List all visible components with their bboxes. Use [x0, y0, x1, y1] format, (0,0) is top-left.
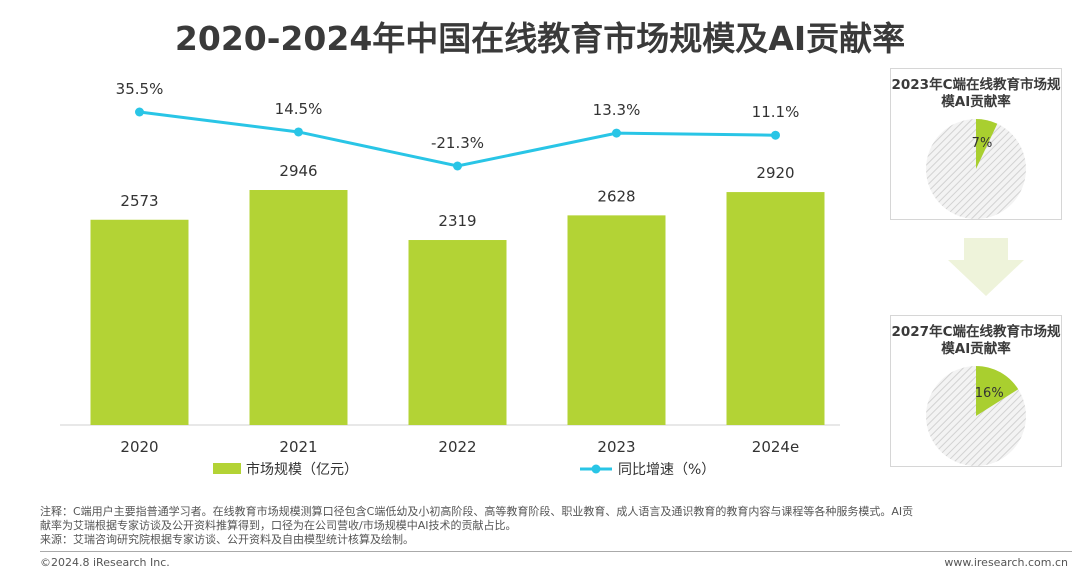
- bar-2024e: [726, 192, 825, 425]
- pie-label-2027: 16%: [975, 386, 1004, 401]
- bar-2022: [408, 240, 507, 425]
- growth-point-2023: [612, 128, 621, 138]
- footer-divider: [40, 551, 1072, 552]
- legend-line-label: 同比增速（%）: [618, 462, 715, 478]
- source-line: 来源：艾瑞咨询研究院根据专家访谈、公开资料及自由模型统计核算及绘制。: [40, 533, 414, 546]
- bar-2020: [90, 219, 189, 425]
- pie-chart-2023: 7%: [926, 119, 1026, 219]
- legend-bar-label: 市场规模（亿元）: [246, 461, 358, 478]
- growth-label-2021: 14.5%: [275, 100, 323, 118]
- pie-panel-2023: 2023年C端在线教育市场规模AI贡献率 7%: [890, 68, 1062, 220]
- growth-point-2021: [294, 127, 303, 137]
- x-tick-label-2021: 2021: [279, 438, 317, 456]
- labels-layer: 2573 2020 2946 2021 2319 2022 2628 2023 2920 2024…: [116, 80, 800, 456]
- pie-chart-2027: 16%: [926, 366, 1026, 466]
- growth-label-2022: -21.3%: [431, 134, 484, 152]
- bar-2023: [567, 215, 666, 425]
- x-tick-label-2024e: 2024e: [752, 438, 799, 456]
- down-arrow-icon: [948, 238, 1024, 296]
- x-tick-label-2020: 2020: [120, 438, 158, 456]
- growth-point-2024e: [771, 130, 780, 140]
- growth-point-2020: [135, 107, 144, 117]
- legend: 市场规模（亿元） 同比增速（%）: [213, 461, 715, 478]
- legend-line-marker: [591, 464, 601, 474]
- note-line-2: 献率为艾瑞根据专家访谈及公开资料推算得到，口径为在公司营收/市场规模中AI技术的…: [40, 519, 517, 532]
- pie-label-2023: 7%: [972, 136, 993, 151]
- growth-label-2020: 35.5%: [116, 80, 164, 98]
- pie-panel-2027: 2027年C端在线教育市场规模AI贡献率 16%: [890, 315, 1062, 467]
- copyright: ©2024.8 iResearch Inc.: [40, 556, 170, 569]
- growth-point-2022: [453, 161, 462, 171]
- growth-label-2024e: 11.1%: [752, 103, 800, 121]
- bar-value-label-2021: 2946: [279, 162, 317, 180]
- x-tick-label-2023: 2023: [597, 438, 635, 456]
- main-chart: 2573 2020 2946 2021 2319 2022 2628 2023 2920 2024…: [60, 80, 840, 478]
- pie-title-2027: 2027年C端在线教育市场规模AI贡献率: [891, 324, 1061, 357]
- note-line-1: 注释：C端用户主要指普通学习者。在线教育市场规模测算口径包含C端低幼及小初高阶段…: [40, 505, 914, 518]
- bar-value-label-2020: 2573: [120, 192, 158, 210]
- x-tick-label-2022: 2022: [438, 438, 476, 456]
- pie-slice-2027: [976, 366, 1019, 416]
- line-layer: [135, 107, 780, 171]
- bars-layer: [90, 190, 825, 425]
- bar-value-label-2022: 2319: [438, 212, 476, 230]
- bar-value-label-2023: 2628: [597, 187, 635, 205]
- footnote: 注释：C端用户主要指普通学习者。在线教育市场规模测算口径包含C端低幼及小初高阶段…: [40, 505, 1070, 547]
- pie-title-2023: 2023年C端在线教育市场规模AI贡献率: [891, 77, 1061, 110]
- bar-2021: [249, 190, 348, 425]
- chart-title: 2020-2024年中国在线教育市场规模及AI贡献率: [174, 19, 906, 58]
- legend-bar-swatch: [213, 463, 241, 474]
- website-link[interactable]: www.iresearch.com.cn: [944, 556, 1068, 569]
- bar-value-label-2024e: 2920: [756, 164, 794, 182]
- pie-slice-2023: [976, 119, 998, 169]
- growth-label-2023: 13.3%: [593, 101, 641, 119]
